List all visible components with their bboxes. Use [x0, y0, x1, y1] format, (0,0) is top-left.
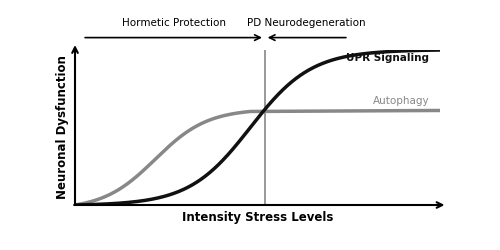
Text: Autophagy: Autophagy [372, 96, 429, 106]
Text: PD Neurodegeneration: PD Neurodegeneration [248, 18, 366, 28]
Y-axis label: Neuronal Dysfunction: Neuronal Dysfunction [56, 56, 70, 200]
Text: UPR Signaling: UPR Signaling [346, 53, 429, 63]
Text: Hormetic Protection: Hormetic Protection [122, 18, 226, 28]
X-axis label: Intensity Stress Levels: Intensity Stress Levels [182, 210, 333, 224]
